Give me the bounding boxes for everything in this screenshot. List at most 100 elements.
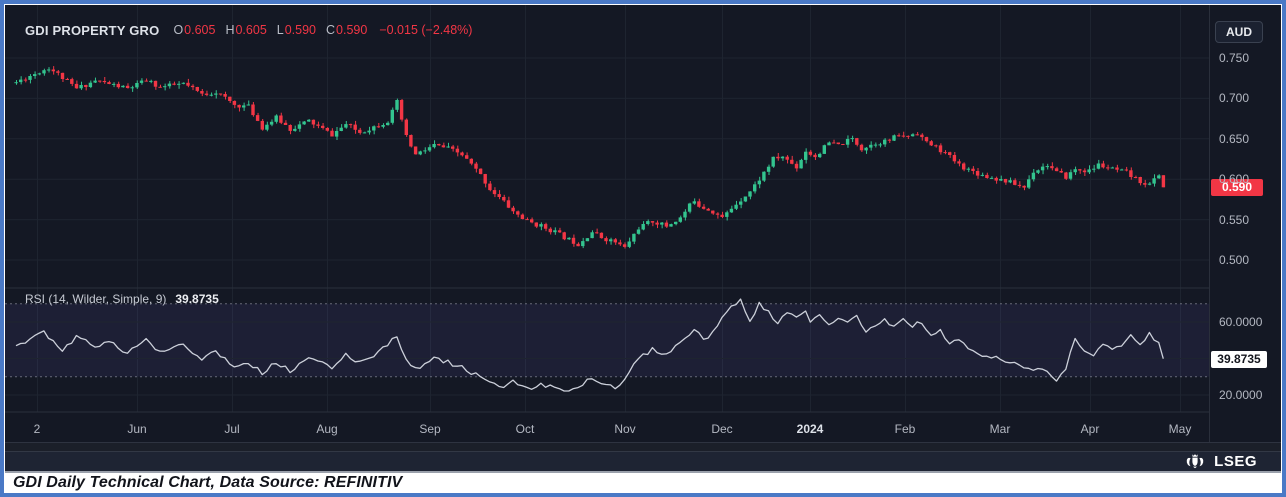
candle-body	[279, 115, 283, 123]
candle-body	[697, 201, 701, 207]
candle-body	[553, 230, 557, 233]
candle-body	[1087, 169, 1091, 173]
candle-body	[864, 147, 868, 151]
candle-body	[181, 82, 185, 84]
candle-body	[1133, 177, 1138, 178]
divider-line	[5, 471, 1281, 473]
candle-body	[650, 221, 655, 223]
candle-body	[488, 183, 492, 191]
candle-body	[929, 141, 933, 146]
price-rsi-chart[interactable]: 2 Jun Jul Aug Sep Oct Nov Dec 2024 Feb Mar Apr May	[5, 5, 1209, 442]
time-axis-label: Nov	[614, 422, 635, 436]
candle-body	[604, 238, 608, 242]
candle-body	[223, 94, 227, 97]
time-axis-label: Jun	[127, 422, 146, 436]
candle-body	[567, 237, 571, 240]
last-price-badge: 0.590	[1211, 179, 1263, 196]
candle-body	[367, 130, 371, 133]
candle-body	[595, 232, 599, 234]
candle-body	[989, 177, 994, 179]
candle-body	[915, 134, 919, 136]
currency-badge[interactable]: AUD	[1215, 21, 1263, 43]
rsi-value-badge: 39.8735	[1211, 351, 1267, 368]
candle-body	[855, 138, 859, 145]
candle-body	[413, 146, 418, 155]
candle-body	[938, 145, 943, 153]
low-value: 0.590	[284, 23, 316, 37]
candle-body	[1119, 169, 1124, 171]
candle-body	[543, 224, 548, 229]
time-axis-label: Dec	[711, 422, 732, 436]
candle-body	[776, 156, 780, 159]
candle-body	[878, 144, 882, 146]
candle-body	[808, 151, 813, 155]
candle-body	[288, 125, 292, 131]
time-axis-label: Aug	[316, 422, 337, 436]
rsi-axis-label: 60.0000	[1219, 315, 1263, 329]
candle-body	[348, 124, 353, 126]
candle-body	[376, 126, 381, 128]
candle-body	[451, 146, 455, 149]
candle-body	[906, 135, 910, 137]
candle-body	[780, 156, 785, 159]
time-axis-label: Apr	[1081, 422, 1100, 436]
candle-body	[1092, 168, 1096, 170]
candle-body	[655, 222, 659, 225]
candle-body	[386, 122, 390, 126]
candle-body	[358, 129, 362, 133]
candle-body	[1096, 163, 1101, 169]
candle-body	[859, 144, 864, 151]
chart-root[interactable]: 2 Jun Jul Aug Sep Oct Nov Dec 2024 Feb Mar Apr May G…	[5, 5, 1281, 442]
candle-body	[437, 144, 441, 146]
candle-body	[892, 135, 896, 141]
open-label: O	[173, 23, 184, 37]
candle-body	[84, 85, 88, 87]
candle-body	[121, 85, 125, 88]
candle-body	[409, 135, 413, 147]
candle-body	[1161, 175, 1166, 188]
candle-body	[107, 82, 111, 84]
candle-body	[831, 142, 836, 144]
candle-body	[678, 217, 682, 222]
candle-body	[353, 124, 357, 130]
candle-body	[469, 158, 473, 164]
candle-body	[1040, 166, 1045, 171]
candle-body	[79, 85, 83, 89]
candle-body	[636, 229, 641, 234]
candle-body	[539, 224, 543, 227]
candle-body	[590, 232, 594, 239]
candle-body	[506, 200, 511, 208]
candle-body	[502, 197, 506, 201]
candle-body	[56, 71, 60, 73]
candle-body	[344, 124, 348, 128]
candle-body	[125, 85, 130, 88]
candle-body	[293, 128, 297, 131]
candle-body	[51, 69, 55, 72]
candle-body	[729, 208, 734, 213]
candle-body	[1143, 183, 1147, 185]
candle-body	[446, 146, 450, 148]
candle-body	[255, 115, 260, 121]
candle-body	[1124, 169, 1128, 171]
candle-body	[60, 72, 65, 79]
candle-body	[19, 79, 23, 83]
rsi-legend[interactable]: RSI (14, Wilder, Simple, 9) 39.8735	[25, 291, 219, 306]
candle-body	[1129, 170, 1133, 177]
candle-body	[311, 119, 316, 125]
candle-body	[102, 81, 107, 83]
price-axis[interactable]: AUD 0.590 39.8735 0.750 0.700 0.650 0.600 0.…	[1209, 5, 1281, 442]
close-value: 0.590	[336, 23, 368, 37]
candle-body	[822, 145, 826, 154]
candle-body	[799, 159, 803, 169]
candle-body	[1027, 179, 1031, 188]
candle-body	[873, 144, 878, 146]
candle-body	[1110, 167, 1114, 169]
candle-body	[297, 124, 302, 129]
candle-body	[399, 100, 404, 120]
chart-legend[interactable]: GDI PROPERTY GRO O 0.605 H 0.605 L 0.590…	[25, 21, 472, 39]
candle-body	[144, 80, 148, 82]
candle-body	[251, 104, 255, 116]
candle-body	[116, 83, 120, 88]
candle-body	[209, 94, 213, 96]
